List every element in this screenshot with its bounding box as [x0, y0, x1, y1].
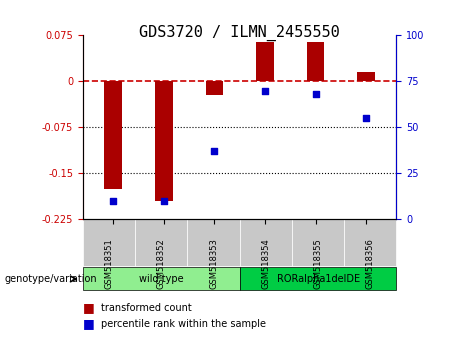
Text: ■: ■	[83, 318, 95, 330]
Text: GSM518351: GSM518351	[105, 238, 113, 289]
Text: GSM518352: GSM518352	[157, 238, 166, 289]
Text: GSM518354: GSM518354	[261, 238, 270, 289]
Text: GDS3720 / ILMN_2455550: GDS3720 / ILMN_2455550	[139, 25, 340, 41]
Text: genotype/variation: genotype/variation	[5, 274, 97, 284]
Text: RORalpha1delDE: RORalpha1delDE	[277, 274, 360, 284]
Point	[110, 198, 117, 204]
Text: wild type: wild type	[139, 274, 183, 284]
Point	[362, 115, 370, 121]
Text: GSM518353: GSM518353	[209, 238, 218, 289]
Bar	[155, 81, 173, 201]
Point	[312, 91, 319, 97]
Point	[261, 88, 269, 93]
Text: GSM518356: GSM518356	[366, 238, 375, 289]
Text: transformed count: transformed count	[101, 303, 192, 313]
Point	[211, 149, 218, 154]
Bar	[307, 41, 325, 81]
Point	[160, 198, 167, 204]
Text: percentile rank within the sample: percentile rank within the sample	[101, 319, 266, 329]
Text: ■: ■	[83, 302, 95, 314]
Bar	[357, 72, 375, 81]
Bar	[206, 81, 223, 95]
Bar	[256, 41, 274, 81]
Text: GSM518355: GSM518355	[313, 238, 323, 289]
Bar	[105, 81, 122, 189]
